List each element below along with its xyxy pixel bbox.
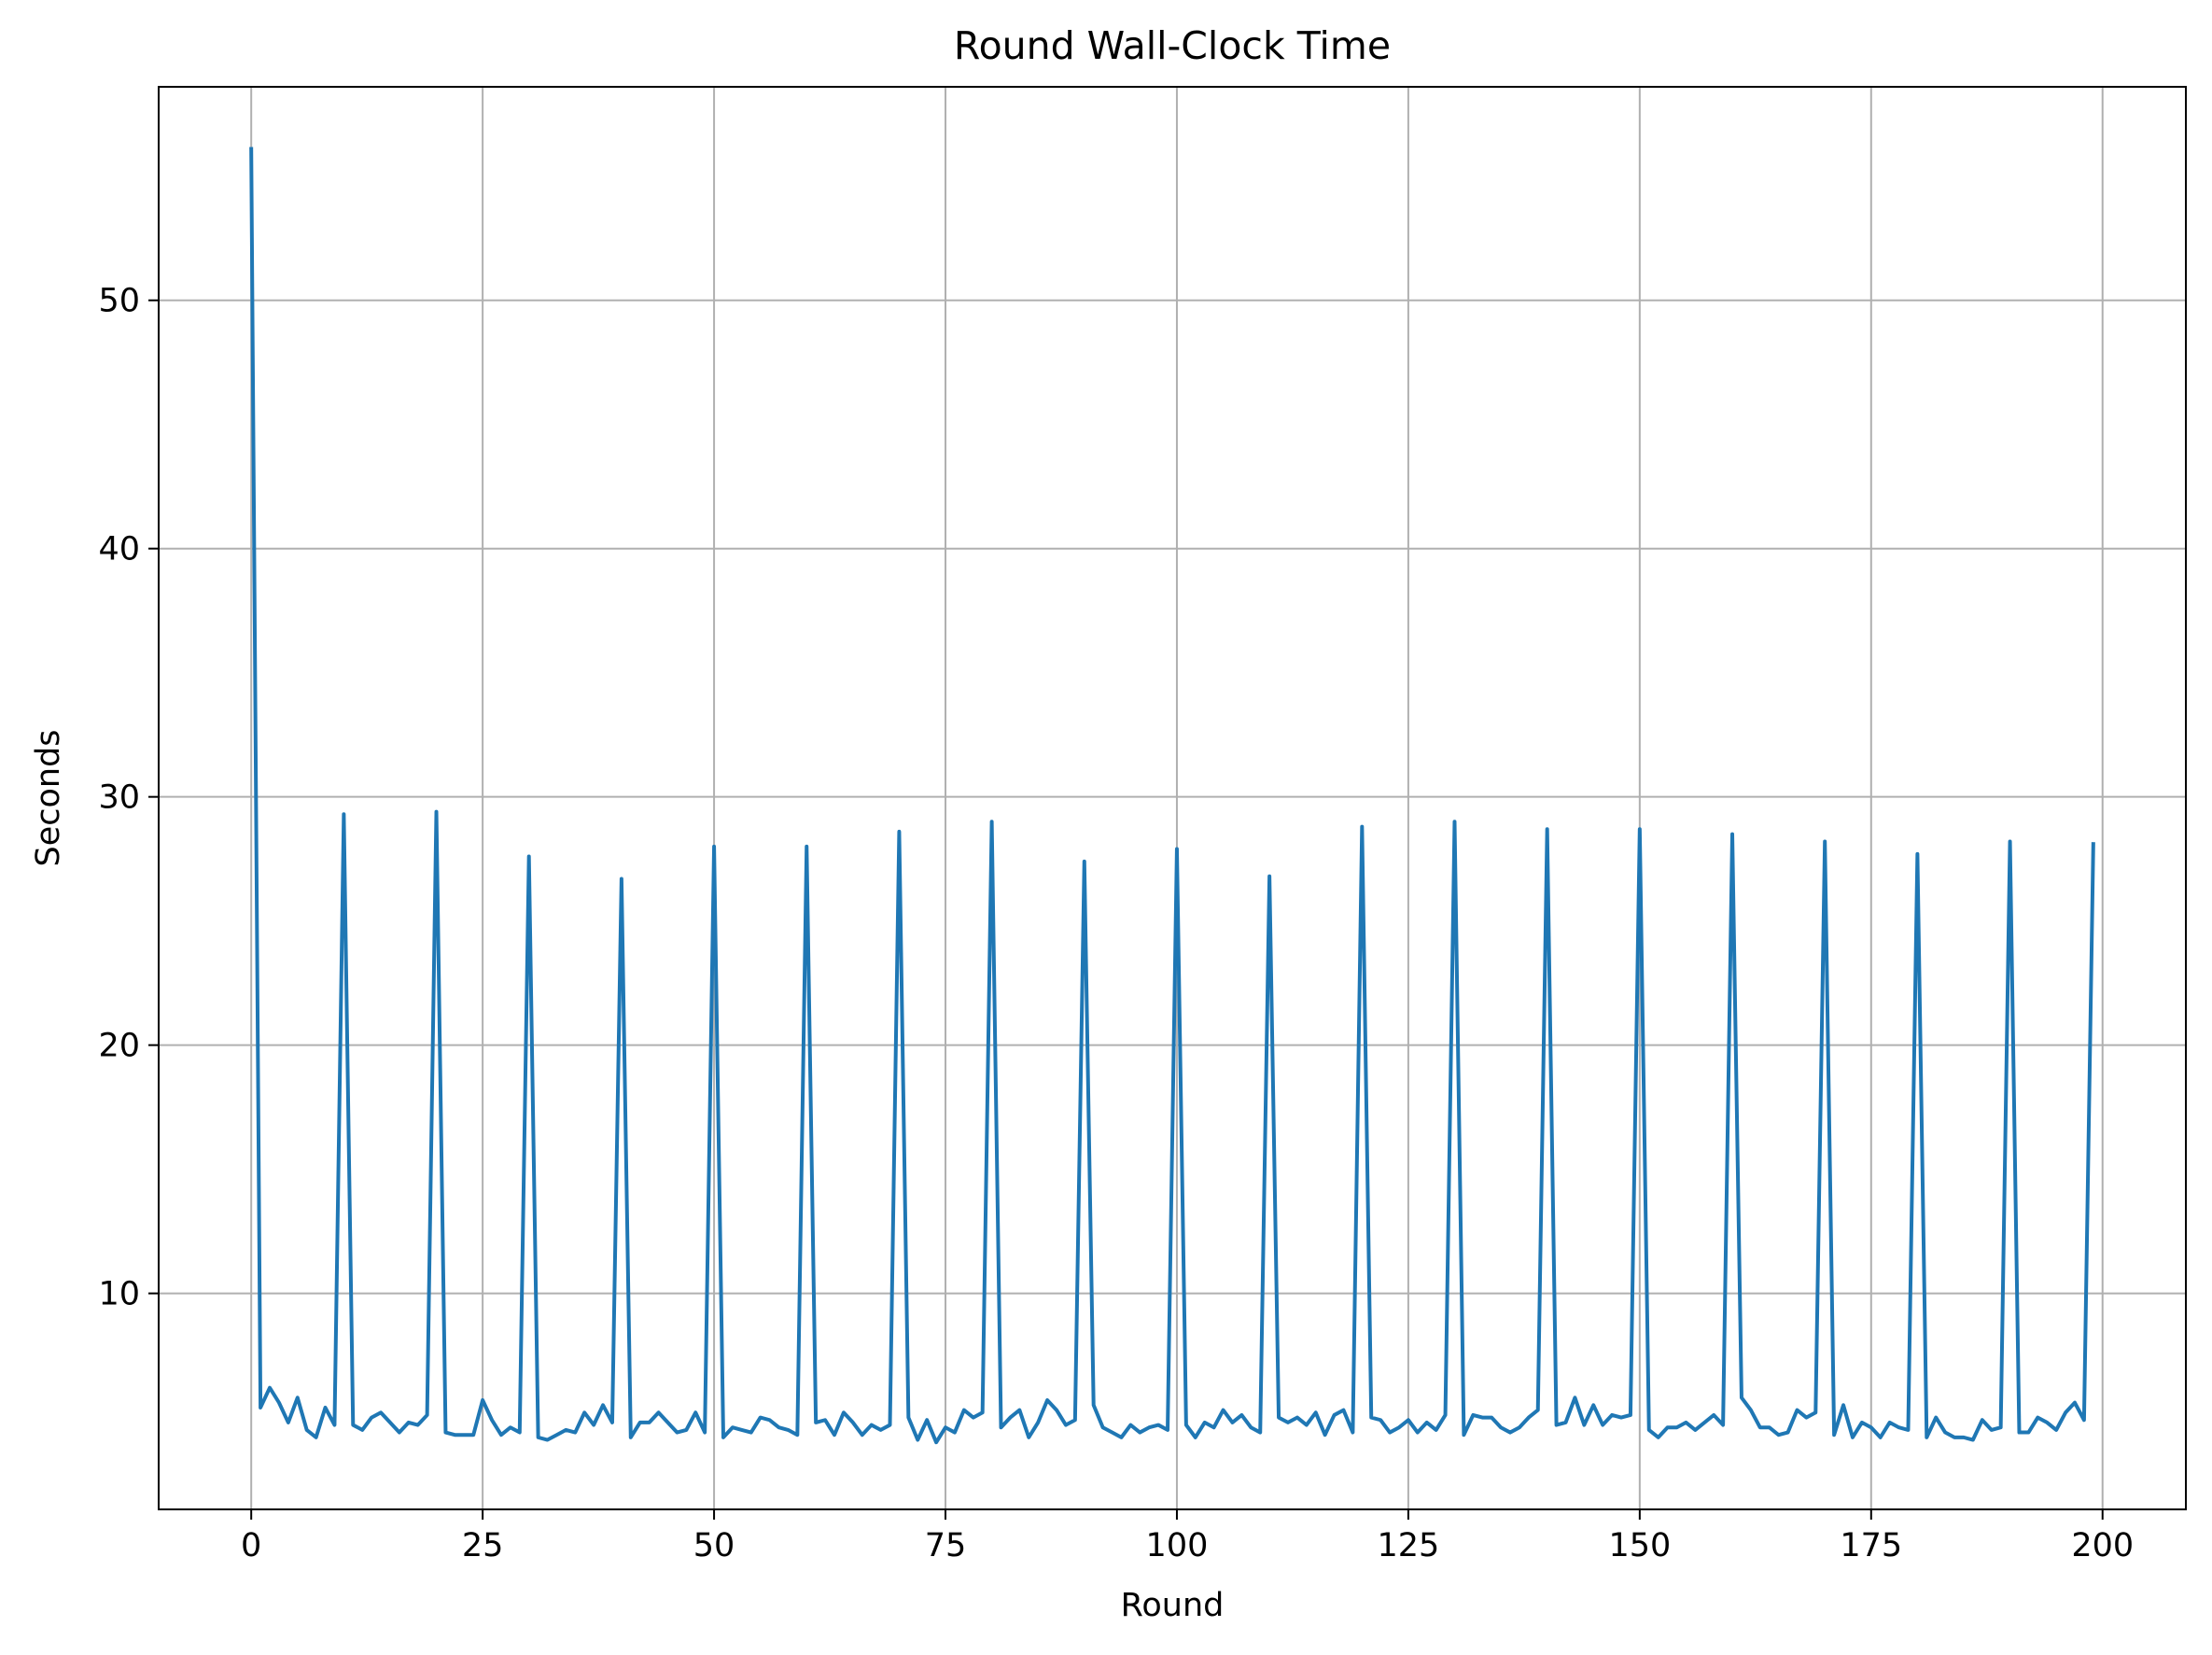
grid (159, 87, 2186, 1509)
y-tick-label: 10 (98, 1276, 140, 1313)
y-tick-label: 30 (98, 779, 140, 817)
x-tick-label: 125 (1377, 1527, 1439, 1564)
x-tick-label: 175 (1840, 1527, 1902, 1564)
x-tick-label: 50 (693, 1527, 735, 1564)
y-tick-label: 50 (98, 283, 140, 320)
x-tick-label: 75 (925, 1527, 967, 1564)
axes-frame (158, 86, 2187, 1510)
y-tick-label: 40 (98, 531, 140, 568)
x-axis-label: Round (1121, 1587, 1225, 1624)
x-tick-label: 25 (462, 1527, 504, 1564)
y-tick-label: 20 (98, 1028, 140, 1065)
ticks: 0 25 50 75 100 125 150 175 200 10 20 30 40 50 (98, 283, 2134, 1564)
x-tick-label: 100 (1146, 1527, 1209, 1564)
y-axis-label: Seconds (30, 729, 67, 866)
chart-title: Round Wall-Clock Time (954, 23, 1391, 68)
series-line (249, 147, 2095, 1445)
x-tick-label: 200 (2071, 1527, 2134, 1564)
x-tick-label: 150 (1608, 1527, 1671, 1564)
x-tick-label: 0 (241, 1527, 261, 1564)
